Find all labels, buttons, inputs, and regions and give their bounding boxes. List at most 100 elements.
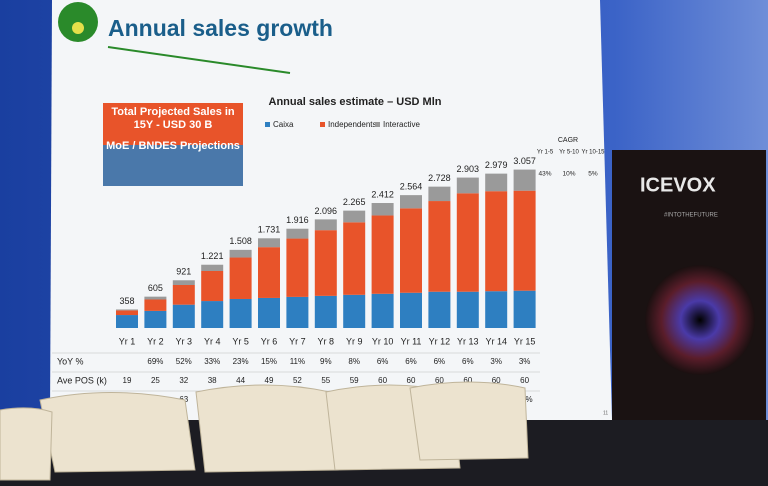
bar-segment [371,215,394,294]
bar-segment [513,169,536,191]
legend-swatch [375,122,380,127]
bar-segment [144,299,167,311]
total-label: 2.564 [400,182,423,192]
legend-swatch [320,122,325,127]
x-tick-label: Yr 2 [147,336,164,346]
table-cell: 11% [290,357,305,366]
cagr-rate: 5% [588,171,598,178]
bar-segment [258,238,280,248]
table-cell: 60 [378,376,387,385]
table-cell: 69% [147,357,163,366]
x-tick-label: Yr 7 [289,336,306,346]
bar-segment [314,295,337,328]
chart-title: Annual sales estimate – USD Mln [269,96,442,108]
table-cell: 59 [350,376,359,385]
row-label: Ave POS (k) [57,375,107,385]
total-label: 921 [176,267,191,277]
cagr-period: Yr 1-5 [537,150,554,156]
table-cell: 33% [204,357,220,366]
bar-segment [229,298,252,328]
bar-segment [428,201,451,292]
table-cell: 52% [176,357,192,366]
bar-segment [400,195,422,209]
bar-segment [314,230,337,296]
chair [0,407,53,481]
callout-band [103,145,243,186]
bar-segment [201,264,224,271]
total-label: 1.508 [229,236,252,246]
legend-swatch [265,122,270,127]
table-cell: 52 [293,376,302,385]
logo-sun [72,22,84,34]
table-cell: 6% [377,357,389,366]
total-label: 3.057 [513,156,536,166]
bar-segment [485,173,508,192]
total-label: 2.412 [371,189,394,199]
bar-segment [286,296,309,328]
table-cell: 60 [407,376,416,385]
bar-segment [116,315,138,328]
x-tick-label: Yr 5 [232,336,249,346]
bar-segment [229,257,252,299]
bar-segment [144,310,167,328]
bar-segment [258,297,280,328]
x-tick-label: Yr 11 [401,336,422,346]
total-label: 1.731 [258,225,281,235]
bar-segment [400,208,422,293]
table-cell: 3% [490,357,502,366]
bar-segment [513,290,536,328]
table-cell: 60 [520,376,529,385]
table-cell: 15% [261,357,277,366]
bar-segment [116,310,138,316]
total-label: 2.903 [457,164,480,174]
bar-segment [286,238,309,297]
cagr-rate: 10% [562,171,575,178]
bar-segment [513,190,536,291]
x-tick-label: Yr 10 [372,336,394,346]
chair [409,381,529,461]
cagr-period: Yr 5-10 [559,150,579,156]
chair [195,384,339,473]
bar-segment [371,203,394,216]
x-tick-label: Yr 6 [261,336,278,346]
total-label: 2.728 [428,173,451,183]
brand: ICEVOX [640,174,716,196]
table-cell: 55 [321,376,330,385]
slide-title: Annual sales growth [108,15,333,41]
bar-segment [371,293,394,328]
total-label: 358 [119,296,134,306]
table-cell: 9% [320,357,332,366]
bar-segment [343,222,366,295]
row-label: YoY % [57,356,84,366]
x-tick-label: Yr 12 [429,336,451,346]
table-cell: 23% [233,357,249,366]
total-label: 2.096 [315,206,338,216]
table-cell: 25 [151,376,160,385]
table-cell: 6% [405,357,417,366]
total-label: 2.265 [343,197,366,207]
x-tick-label: Yr 9 [346,336,363,346]
table-cell: 6% [434,357,446,366]
bar-segment [144,296,167,300]
x-tick-label: Yr 13 [457,336,479,346]
banner-art [645,265,755,375]
table-cell: 60 [492,376,501,385]
bar-segment [456,291,479,328]
total-label: 605 [148,283,163,293]
tagline: #INTOTHEFUTURE [664,213,718,219]
table-cell: 44 [236,376,245,385]
bar-segment [485,291,508,328]
bar-segment [116,309,138,311]
table-cell: 60 [463,376,472,385]
legend-label: Caixa [273,120,294,129]
table-cell: 32 [179,376,188,385]
x-tick-label: Yr 15 [514,336,536,346]
bar-segment [229,249,252,258]
bar-segment [172,284,195,305]
total-label: 2.979 [485,160,508,170]
table-cell: 38 [208,376,217,385]
bar-segment [201,271,224,302]
bar-segment [258,247,280,298]
